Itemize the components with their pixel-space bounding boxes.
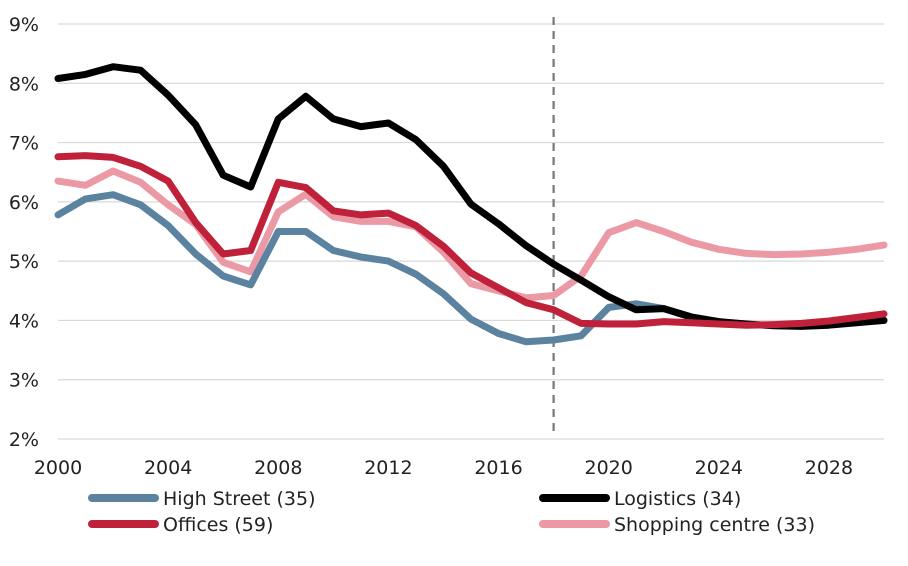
x-tick-label: 2020 [584, 457, 632, 479]
y-tick-label: 5% [9, 251, 39, 273]
x-tick-label: 2028 [805, 457, 853, 479]
x-axis-ticks: 2000 2004 2008 2012 2016 2020 2024 2028 [34, 457, 853, 479]
y-tick-label: 4% [9, 310, 39, 332]
y-axis-ticks: 2% 3% 4% 5% 6% 7% 8% 9% [9, 14, 39, 451]
x-tick-label: 2004 [144, 457, 192, 479]
legend-item-high-street: High Street (35) [88, 488, 315, 510]
legend-item-shopping-centre: Shopping centre (33) [539, 514, 815, 536]
legend: High Street (35) Logistics (34) Offices (5… [88, 488, 815, 536]
x-tick-label: 2008 [254, 457, 302, 479]
legend-label: Shopping centre (33) [614, 514, 815, 536]
y-tick-label: 8% [9, 73, 39, 95]
series-line-offices [54, 152, 888, 329]
y-tick-label: 6% [9, 192, 39, 214]
y-tick-label: 3% [9, 370, 39, 392]
x-tick-label: 2024 [695, 457, 743, 479]
legend-label: High Street (35) [163, 488, 315, 510]
y-tick-label: 7% [9, 133, 39, 155]
y-tick-label: 9% [9, 14, 39, 36]
y-tick-label: 2% [9, 429, 39, 451]
legend-label: Offices (59) [163, 514, 273, 536]
series-lines [54, 63, 888, 346]
legend-label: Logistics (34) [614, 488, 741, 510]
legend-item-offices: Offices (59) [88, 514, 273, 536]
x-tick-label: 2012 [364, 457, 412, 479]
gridlines [58, 23, 884, 440]
legend-item-logistics: Logistics (34) [539, 488, 741, 510]
x-tick-label: 2000 [34, 457, 82, 479]
x-tick-label: 2016 [474, 457, 522, 479]
series-line-shopping-centre [54, 167, 888, 302]
